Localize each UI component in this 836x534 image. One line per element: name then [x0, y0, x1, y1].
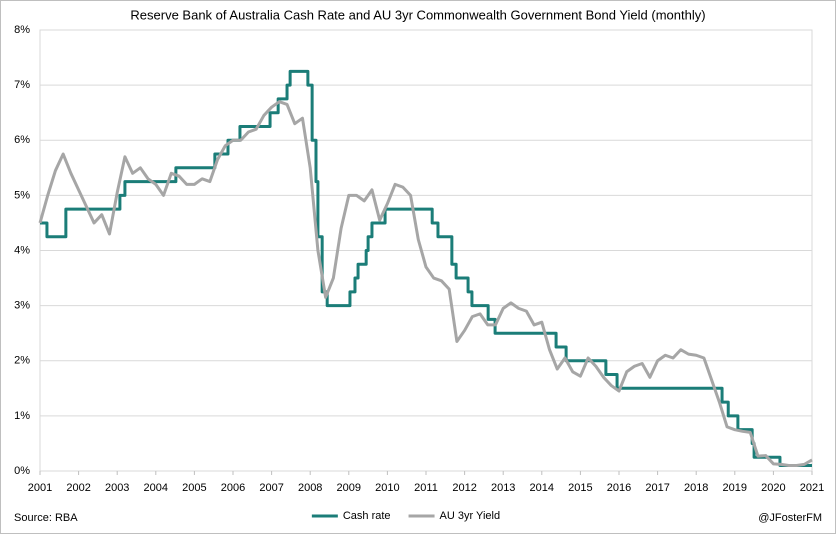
x-tick-label: 2006 [221, 482, 245, 494]
credit-note: @JFosterFM [758, 512, 822, 524]
y-tick-label: 2% [14, 355, 30, 367]
source-note: Source: RBA [14, 512, 78, 524]
x-tick-label: 2004 [144, 482, 168, 494]
y-tick-label: 7% [14, 79, 30, 91]
legend-label: AU 3yr Yield [440, 510, 501, 522]
x-tick-label: 2017 [645, 482, 669, 494]
x-tick-label: 2001 [28, 482, 52, 494]
x-tick-label: 2013 [491, 482, 515, 494]
legend-label: Cash rate [343, 510, 391, 522]
y-tick-label: 0% [14, 465, 30, 477]
x-tick-label: 2011 [414, 482, 438, 494]
y-tick-label: 8% [14, 24, 30, 36]
y-tick-label: 1% [14, 410, 30, 422]
x-tick-label: 2015 [568, 482, 592, 494]
x-tick-label: 2018 [684, 482, 708, 494]
series-line [38, 100, 813, 467]
y-tick-label: 4% [14, 244, 30, 256]
x-tick-label: 2014 [530, 482, 554, 494]
x-tick-label: 2021 [800, 482, 824, 494]
x-tick-label: 2019 [723, 482, 747, 494]
y-tick-label: 6% [14, 134, 30, 146]
x-tick-label: 2016 [607, 482, 631, 494]
x-tick-label: 2008 [298, 482, 322, 494]
x-tick-label: 2005 [182, 482, 206, 494]
x-tick-label: 2009 [337, 482, 361, 494]
x-tick-label: 2010 [375, 482, 399, 494]
x-tick-label: 2020 [761, 482, 785, 494]
x-tick-label: 2002 [66, 482, 90, 494]
x-tick-label: 2003 [105, 482, 129, 494]
y-tick-label: 3% [14, 300, 30, 312]
x-tick-label: 2007 [259, 482, 283, 494]
chart-title: Reserve Bank of Australia Cash Rate and … [130, 7, 705, 22]
y-tick-label: 5% [14, 189, 30, 201]
x-tick-label: 2012 [452, 482, 476, 494]
